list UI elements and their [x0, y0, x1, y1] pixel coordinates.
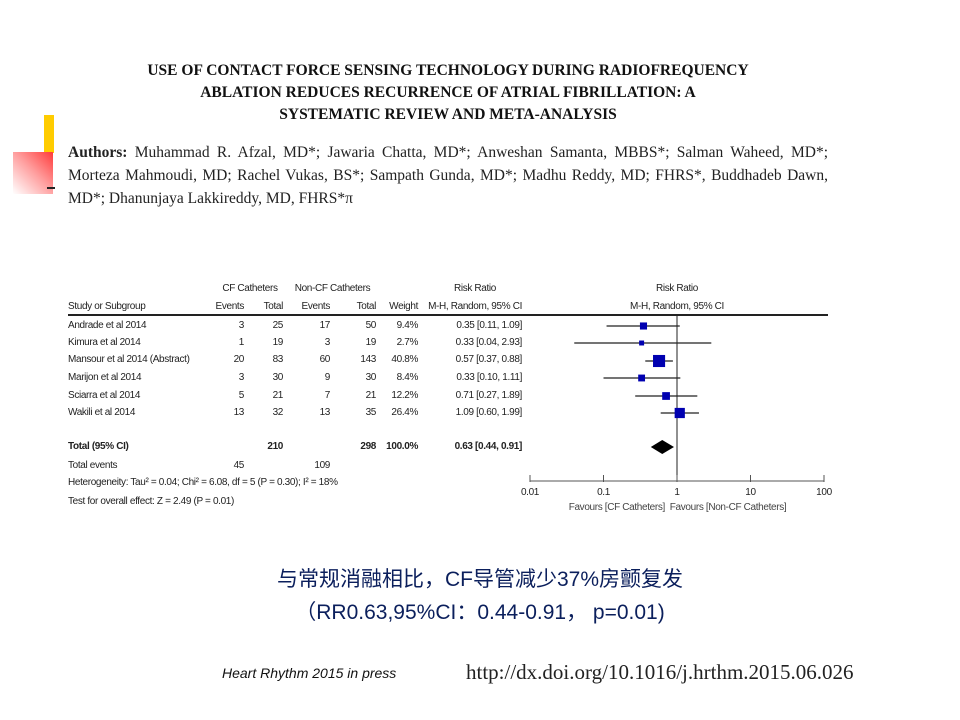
decorative-red-gradient-block: [13, 152, 53, 194]
ncf-total: 30: [365, 372, 377, 383]
x-tick-label: 0.01: [520, 487, 540, 498]
point-estimate-marker: [638, 374, 646, 382]
weight: 2.7%: [396, 337, 419, 348]
header-group2: Non-CF Catheters: [294, 283, 371, 294]
study-name: Wakili et al 2014: [68, 407, 136, 418]
ncf-events: 9: [324, 372, 331, 383]
authors-text: Muhammad R. Afzal, MD*; Jawaria Chatta, …: [68, 144, 829, 207]
total-cf-total: 210: [267, 441, 283, 452]
rr-ci: 0.35 [0.11, 1.09]: [456, 320, 522, 331]
rr-ci: 0.57 [0.37, 0.88]: [455, 354, 523, 365]
total-events-label: Total events: [68, 460, 118, 471]
point-estimate-marker: [639, 340, 645, 346]
cf-events: 13: [233, 407, 245, 418]
cf-events: 5: [238, 390, 245, 401]
summary-line-2: （RR0.63,95%CI：0.44-0.91， p=0.01): [295, 601, 665, 624]
study-name: Kimura et al 2014: [68, 337, 141, 348]
x-tick-label: 1: [674, 487, 680, 498]
weight: 8.4%: [396, 372, 419, 383]
header-study: Study or Subgroup: [68, 301, 146, 312]
weight: 26.4%: [391, 407, 418, 418]
total-weight: 100.0%: [386, 441, 418, 452]
x-tick-label: 10: [745, 487, 756, 498]
decorative-yellow-bar: [44, 115, 54, 153]
cf-events: 20: [233, 354, 245, 365]
total-events-ncf: 109: [314, 460, 330, 471]
cf-events: 1: [238, 337, 245, 348]
ncf-total: 35: [365, 407, 377, 418]
summary-line-1: 与常规消融相比，CF导管减少37%房颤复发: [276, 568, 684, 591]
favours-labels: Favours [CF Catheters] Favours [Non-CF C…: [560, 502, 795, 513]
header-rr-method: M-H, Random, 95% CI: [428, 301, 522, 312]
point-estimate-marker: [662, 392, 670, 400]
x-tick-label: 100: [816, 487, 832, 498]
summary-diamond: [650, 440, 674, 454]
study-name: Andrade et al 2014: [68, 320, 147, 331]
study-name: Sciarra et al 2014: [68, 390, 141, 401]
total-rr: 0.63 [0.44, 0.91]: [454, 441, 523, 452]
weight: 40.8%: [391, 354, 418, 365]
weight: 12.2%: [391, 390, 418, 401]
ncf-events: 3: [324, 337, 331, 348]
authors-label: Authors:: [68, 144, 128, 161]
rr-ci: 0.33 [0.04, 2.93]: [455, 337, 523, 348]
ncf-events: 17: [319, 320, 331, 331]
point-estimate-marker: [653, 354, 666, 368]
header-group1: CF Catheters: [222, 283, 278, 294]
cf-total: 21: [272, 390, 284, 401]
header-ncf-events: Events: [301, 301, 331, 312]
favours-left: Favours [CF Catheters]: [568, 502, 666, 513]
point-estimate-marker: [639, 322, 648, 330]
journal-citation: Heart Rhythm 2015 in press: [222, 665, 397, 681]
weight: 9.4%: [396, 320, 419, 331]
ncf-events: 7: [324, 390, 331, 401]
title-line: USE OF CONTACT FORCE SENSING TECHNOLOGY …: [147, 62, 749, 79]
x-tick-label: 0.1: [597, 487, 610, 498]
title-line: ABLATION REDUCES RECURRENCE OF ATRIAL FI…: [200, 84, 696, 101]
paper-title: USE OF CONTACT FORCE SENSING TECHNOLOGY …: [40, 60, 856, 126]
ncf-total: 21: [365, 390, 377, 401]
total-label: Total (95% CI): [68, 441, 129, 452]
total-ncf-total: 298: [360, 441, 376, 452]
decorative-dash: [47, 187, 55, 189]
cf-total: 25: [272, 320, 284, 331]
cf-total: 30: [272, 372, 284, 383]
cf-events: 3: [238, 320, 245, 331]
ncf-total: 50: [365, 320, 377, 331]
ncf-events: 13: [319, 407, 331, 418]
cf-total: 32: [272, 407, 284, 418]
author-list: Authors: Muhammad R. Afzal, MD*; Jawaria…: [68, 141, 828, 210]
ncf-total: 143: [360, 354, 376, 365]
rr-ci: 0.33 [0.10, 1.11]: [456, 372, 522, 383]
heterogeneity-text: Heterogeneity: Tau² = 0.04; Chi² = 6.08,…: [68, 477, 338, 488]
header-weight: Weight: [389, 301, 418, 312]
table-header-rule: [68, 314, 828, 316]
plot-header-rr: Risk Ratio: [655, 283, 699, 294]
header-ncf-total: Total: [356, 301, 377, 312]
header-cf-total: Total: [263, 301, 284, 312]
ncf-events: 60: [319, 354, 331, 365]
header-rr: Risk Ratio: [453, 283, 497, 294]
doi-link[interactable]: http://dx.doi.org/10.1016/j.hrthm.2015.0…: [466, 660, 854, 684]
plot-header-method: M-H, Random, 95% CI: [630, 301, 724, 312]
study-name: Marijon et al 2014: [68, 372, 142, 383]
cf-total: 83: [272, 354, 284, 365]
rr-ci: 0.71 [0.27, 1.89]: [455, 390, 523, 401]
favours-right: Favours [Non-CF Catheters]: [669, 502, 787, 513]
study-name: Mansour et al 2014 (Abstract): [68, 354, 190, 365]
ncf-total: 19: [365, 337, 377, 348]
cf-events: 3: [238, 372, 245, 383]
total-events-cf: 45: [233, 460, 245, 471]
rr-ci: 1.09 [0.60, 1.99]: [455, 407, 523, 418]
cf-total: 19: [272, 337, 284, 348]
overall-effect-text: Test for overall effect: Z = 2.49 (P = 0…: [68, 496, 234, 507]
header-cf-events: Events: [215, 301, 245, 312]
title-line: SYSTEMATIC REVIEW AND META-ANALYSIS: [279, 106, 617, 123]
point-estimate-marker: [674, 407, 685, 419]
